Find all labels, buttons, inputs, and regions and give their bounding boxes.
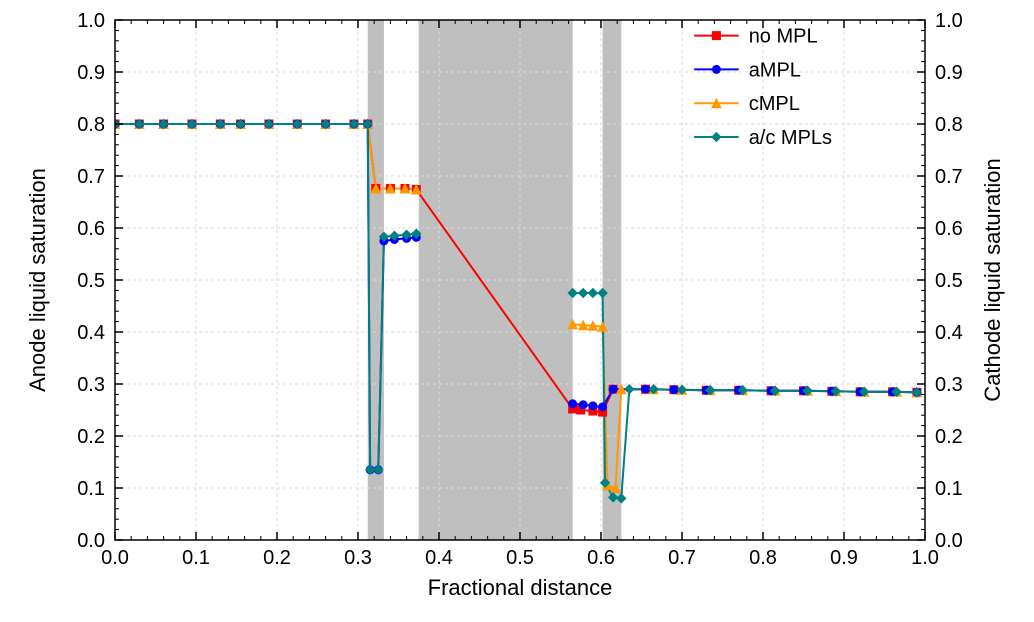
y-right-tick-label: 0.6 xyxy=(935,218,963,240)
y-right-tick-label: 0.9 xyxy=(935,62,963,84)
y-right-tick-label: 1.0 xyxy=(935,10,963,32)
y-right-tick-label: 0.5 xyxy=(935,270,963,292)
saturation-chart: 0.0 0.1 0.2 0.3 0.4 0.5 0.6 0.7 0.8 0.9 1.0 0.0 0.1 0… xyxy=(0,0,1034,622)
x-tick-label: 0.5 xyxy=(506,547,534,569)
y-right-tick-label: 0.2 xyxy=(935,426,963,448)
y-left-tick-label: 0.2 xyxy=(77,426,105,448)
y-left-tick-label: 0.5 xyxy=(77,270,105,292)
chart-svg: 0.0 0.1 0.2 0.3 0.4 0.5 0.6 0.7 0.8 0.9 1.0 0.0 0.1 0… xyxy=(0,0,1034,622)
y-left-tick-label: 0.4 xyxy=(77,322,105,344)
y-right-tick-label: 0.7 xyxy=(935,166,963,188)
legend-item-label: aMPL xyxy=(749,59,801,81)
y-right-tick-label: 0.3 xyxy=(935,374,963,396)
y-right-tick-label: 0.1 xyxy=(935,478,963,500)
x-tick-label: 0.6 xyxy=(587,547,615,569)
x-tick-label: 0.3 xyxy=(344,547,372,569)
x-tick-label: 0.9 xyxy=(830,547,858,569)
legend-item-label: no MPL xyxy=(749,26,818,48)
y-left-axis-label: Anode liquid saturation xyxy=(25,168,50,392)
y-right-axis-label: Cathode liquid saturation xyxy=(980,158,1005,401)
y-left-tick-label: 0.8 xyxy=(77,114,105,136)
y-right-tick-label: 0.8 xyxy=(935,114,963,136)
y-right-tick-label: 0.0 xyxy=(935,530,963,552)
y-left-tick-label: 0.0 xyxy=(77,530,105,552)
y-right-tick-label: 0.4 xyxy=(935,322,963,344)
x-tick-label: 0.7 xyxy=(668,547,696,569)
y-left-tick-label: 0.7 xyxy=(77,166,105,188)
x-tick-label: 0.4 xyxy=(425,547,453,569)
x-tick-label: 0.8 xyxy=(749,547,777,569)
x-tick-label: 0.1 xyxy=(182,547,210,569)
legend-item-label: cMPL xyxy=(749,93,800,115)
y-left-tick-label: 0.1 xyxy=(77,478,105,500)
y-left-tick-label: 0.3 xyxy=(77,374,105,396)
x-tick-label: 0.0 xyxy=(101,547,129,569)
y-left-tick-label: 0.9 xyxy=(77,62,105,84)
y-left-tick-label: 1.0 xyxy=(77,10,105,32)
legend-item-label: a/c MPLs xyxy=(749,127,832,149)
x-axis-label: Fractional distance xyxy=(428,575,613,600)
x-tick-label: 0.2 xyxy=(263,547,291,569)
y-left-tick-label: 0.6 xyxy=(77,218,105,240)
